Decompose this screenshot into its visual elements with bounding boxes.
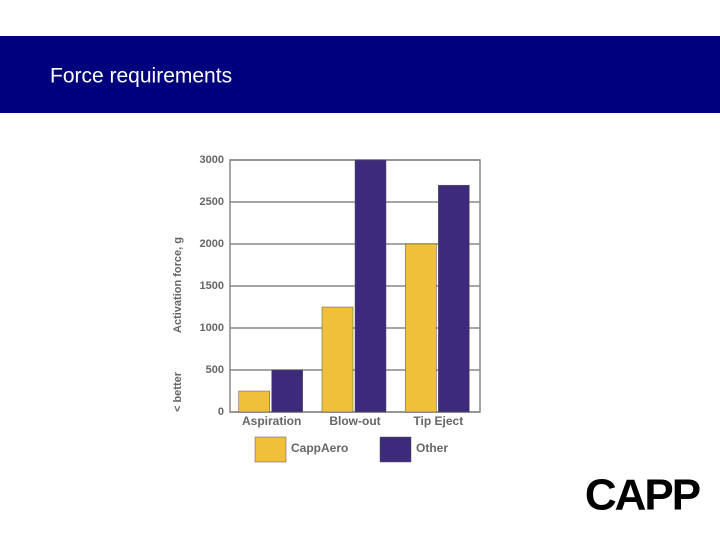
bar (354, 159, 387, 413)
y-tick-label: 500 (206, 364, 224, 376)
y-axis-label: Activation force, g (172, 237, 184, 333)
annotation: < better (172, 371, 184, 412)
y-tick-label: 0 (218, 406, 224, 418)
y-tick-label: 3000 (200, 154, 224, 166)
legend-label: Other (416, 441, 448, 455)
x-tick-label: Aspiration (242, 414, 301, 428)
y-tick-label: 2500 (200, 196, 224, 208)
logo: CAPP (585, 471, 700, 520)
slide-title: Force requirements (50, 65, 232, 88)
y-tick-label: 1500 (200, 280, 224, 292)
bar (271, 369, 303, 413)
title-banner (0, 36, 720, 113)
bar (238, 390, 270, 413)
bar (438, 184, 470, 413)
x-tick-label: Blow-out (329, 414, 380, 428)
legend-label: CappAero (291, 441, 348, 455)
bar (405, 243, 437, 413)
legend-swatch (254, 436, 287, 463)
bar (321, 306, 354, 413)
legend-swatch (379, 436, 412, 463)
y-tick-label: 1000 (200, 322, 224, 334)
x-tick-label: Tip Eject (413, 414, 463, 428)
y-tick-label: 2000 (200, 238, 224, 250)
